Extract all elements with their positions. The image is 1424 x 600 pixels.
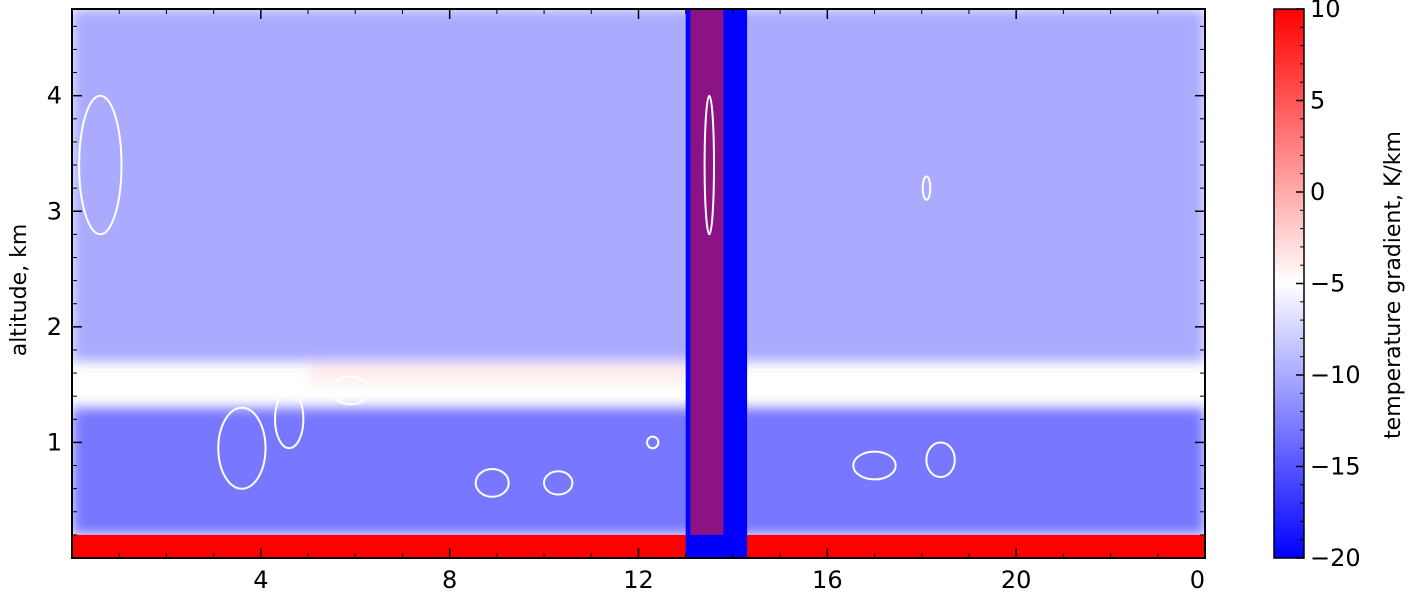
contour-line-1 [78,94,123,236]
x-tick-label: 8 [442,566,457,594]
heatmap-region-4 [72,9,1205,362]
colorbar-tick-label: 0 [1310,178,1325,206]
heatmap-blend [72,9,1205,535]
heatmap-region-3 [308,361,733,385]
contour-line-10 [646,435,660,450]
colorbar-tick-label: −20 [1310,544,1361,572]
colorbar-tick-label: 10 [1310,0,1341,23]
x-tick-label: 20 [1001,566,1032,594]
colorbar-tick-label: −5 [1310,270,1345,298]
contour-line-5 [474,468,510,498]
contour-lines [78,94,956,498]
contour-line-3 [274,389,305,450]
colorbar-label: temperature gradient, K/km [1381,131,1406,439]
colorbar-tick-label: −15 [1310,453,1361,481]
y-axis: 1 2 3 4 [47,25,1205,536]
heatmap-region-2 [72,407,1205,535]
heatmap-region-6 [690,9,724,535]
y-axis-label: altitude, km [7,224,32,357]
heatmap-region-1 [72,534,1205,558]
contour-line-2 [217,406,267,490]
x-axis: 4 8 12 16 20 0 [118,9,1206,594]
x-tick-label: 0 [1190,566,1205,594]
colorbar-tick-label: −10 [1310,361,1361,389]
x-tick-label: 4 [253,566,268,594]
colorbar-axis: 10 5 0 −5 −10 −15 −20 [1296,0,1361,572]
y-tick-label: 4 [47,82,62,110]
y-tick-label: 2 [47,313,62,341]
y-tick-label: 3 [47,197,62,225]
colorbar-tick-label: 5 [1310,87,1325,115]
contour-line-11 [921,175,932,201]
y-tick-label: 1 [47,428,62,456]
contour-line-8 [925,441,956,479]
contour-line-6 [543,470,574,496]
contour-line-4 [330,375,371,406]
contour-line-7 [852,450,897,481]
x-tick-label: 16 [812,566,843,594]
x-tick-label: 12 [623,566,654,594]
contour-line-9 [703,94,715,236]
heatmap-field [72,9,1205,558]
